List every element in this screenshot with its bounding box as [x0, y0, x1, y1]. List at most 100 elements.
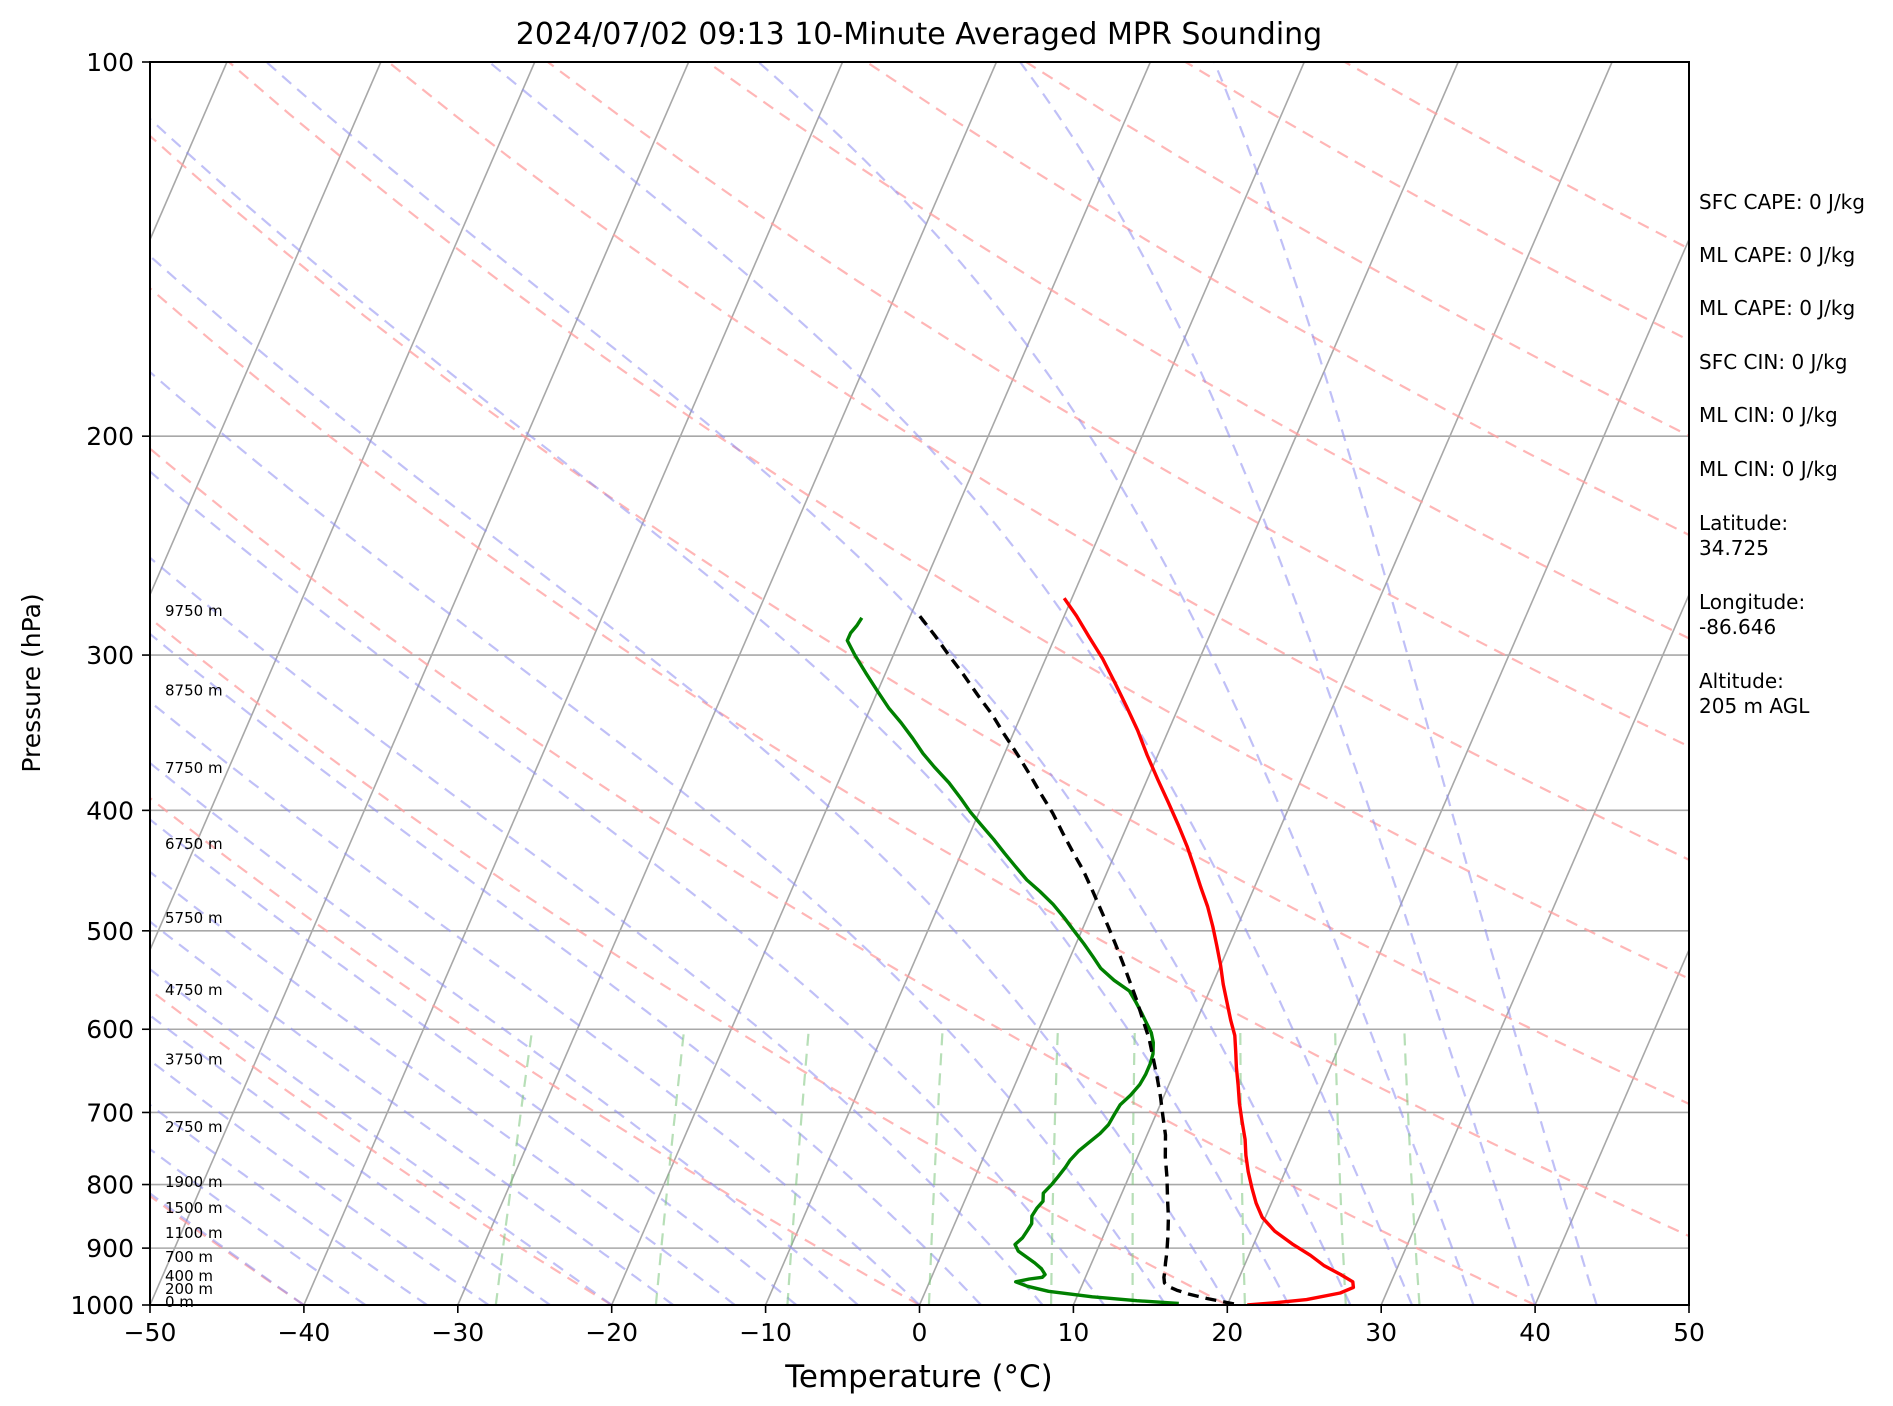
- y-tick-label: 1000: [70, 1291, 134, 1320]
- height-label: 4750 m: [165, 981, 223, 999]
- moist-adiabat-line: [150, 632, 982, 1305]
- moist-adiabat-line: [150, 818, 798, 1305]
- dry-adiabat-line: [150, 286, 1689, 1238]
- x-tick-label: −20: [585, 1318, 638, 1347]
- x-tick-label: −10: [739, 1318, 792, 1347]
- height-label: 3750 m: [165, 1050, 223, 1068]
- height-label: 2750 m: [165, 1118, 223, 1136]
- y-axis-ticks: 100 200 300 400 500 600 700 800 900 1000: [70, 48, 150, 1320]
- y-tick-label: 600: [86, 1015, 134, 1044]
- height-label: 1900 m: [165, 1173, 223, 1191]
- moist-adiabat-line: [150, 1013, 551, 1305]
- plot-frame: [149, 61, 1690, 1306]
- y-tick-label: 900: [86, 1234, 134, 1263]
- info-line: Latitude: 34.725: [1699, 511, 1789, 560]
- x-tick-label: 40: [1519, 1318, 1551, 1347]
- x-tick-label: 50: [1673, 1318, 1705, 1347]
- mixing-ratio-line: [1050, 1029, 1059, 1305]
- info-line: ML CIN: 0 J/kg: [1699, 403, 1838, 427]
- moist-adiabat-line: [150, 1191, 305, 1305]
- y-axis-label: Pressure (hPa): [17, 593, 46, 772]
- moist-adiabat-line: [150, 700, 921, 1305]
- isotherm-line: [150, 62, 536, 952]
- dry-adiabat-line: [150, 447, 1536, 1305]
- y-tick-label: 100: [86, 48, 134, 77]
- x-tick-label: 20: [1211, 1318, 1243, 1347]
- height-label: 200 m: [165, 1280, 213, 1298]
- isotherm-line: [1226, 237, 1689, 1305]
- moist-adiabat-line: [150, 254, 1229, 1305]
- moist-adiabat-line: [265, 62, 1352, 1305]
- height-label: 9750 m: [165, 602, 223, 620]
- isotherm-line: [764, 62, 1305, 1305]
- isotherm-line: [303, 62, 844, 1305]
- isotherm-line: [457, 62, 998, 1305]
- dry-adiabat-line: [150, 796, 921, 1305]
- moist-adiabat-line: [150, 761, 859, 1305]
- x-axis-label: Temperature (°C): [784, 1359, 1053, 1395]
- moist-adiabat-line: [1213, 62, 1598, 1305]
- dry-adiabat-line: [387, 62, 1689, 861]
- chart-title: 2024/07/02 09:13 10-Minute Averaged MPR …: [516, 17, 1322, 52]
- info-line: ML CAPE: 0 J/kg: [1699, 296, 1856, 320]
- parcel-profile-line: [918, 614, 1235, 1305]
- y-tick-label: 700: [86, 1098, 134, 1127]
- dewpoint-profile-line: [845, 616, 1179, 1305]
- moist-adiabats: [150, 62, 1598, 1305]
- mixing-ratio-line: [786, 1029, 810, 1305]
- isotherm-line: [1380, 592, 1689, 1305]
- isotherm-line: [150, 62, 382, 597]
- moist-adiabat-line: [488, 62, 1414, 1305]
- mixing-ratio-line: [1403, 1029, 1421, 1305]
- isotherm-line: [918, 62, 1459, 1305]
- moist-adiabat-line: [150, 470, 1106, 1305]
- temperature-profile-line: [1062, 597, 1356, 1305]
- dry-adiabat-line: [706, 62, 1689, 640]
- x-axis-ticks: −50 −40 −30 −20 −10 0 10 20 30 40 50: [124, 1305, 1705, 1347]
- info-line: SFC CAPE: 0 J/kg: [1699, 190, 1865, 214]
- moist-adiabat-line: [150, 870, 736, 1305]
- profile-lines: [845, 597, 1356, 1305]
- y-tick-label: 200: [86, 422, 134, 451]
- moist-adiabat-line: [150, 967, 613, 1305]
- x-tick-label: 0: [912, 1318, 928, 1347]
- x-tick-label: −30: [431, 1318, 484, 1347]
- info-line: ML CAPE: 0 J/kg: [1699, 243, 1856, 267]
- info-line: SFC CIN: 0 J/kg: [1699, 350, 1848, 374]
- height-label: 1100 m: [165, 1224, 223, 1242]
- info-line: Altitude: 205 m AGL: [1699, 669, 1810, 718]
- dry-adiabat-line: [150, 988, 613, 1305]
- skewed-isotherms: [150, 62, 1689, 1305]
- info-line: ML CIN: 0 J/kg: [1699, 457, 1838, 481]
- plot-area: [150, 62, 1689, 1305]
- dry-adiabat-line: [547, 62, 1689, 748]
- moist-adiabat-line: [150, 370, 1167, 1305]
- height-label: 0 m: [165, 1293, 194, 1311]
- dry-adiabat-line: [150, 134, 1689, 1106]
- mixing-ratio-lines: [494, 1029, 1421, 1305]
- x-tick-label: 30: [1365, 1318, 1397, 1347]
- height-label: 8750 m: [165, 681, 223, 699]
- isotherm-line: [150, 62, 690, 1305]
- height-label: 400 m: [165, 1267, 213, 1285]
- height-label: 6750 m: [165, 835, 223, 853]
- mixing-ratio-line: [1334, 1029, 1347, 1305]
- mixing-ratio-line: [1131, 1029, 1136, 1305]
- moist-adiabat-line: [150, 920, 674, 1305]
- height-label: 5750 m: [165, 909, 223, 927]
- height-label: 700 m: [165, 1248, 213, 1266]
- isotherm-line: [1072, 62, 1613, 1305]
- isotherm-line: [1534, 947, 1689, 1305]
- mixing-ratio-line: [494, 1029, 534, 1305]
- mixing-ratio-line: [1239, 1029, 1246, 1305]
- mixing-ratio-line: [654, 1029, 686, 1305]
- moist-adiabat-line: [150, 117, 1290, 1305]
- x-tick-label: −40: [278, 1318, 331, 1347]
- y-tick-label: 300: [86, 641, 134, 670]
- y-tick-label: 500: [86, 917, 134, 946]
- isobar-grid: [150, 62, 1689, 1305]
- x-tick-label: 10: [1057, 1318, 1089, 1347]
- height-label: 1500 m: [165, 1199, 223, 1217]
